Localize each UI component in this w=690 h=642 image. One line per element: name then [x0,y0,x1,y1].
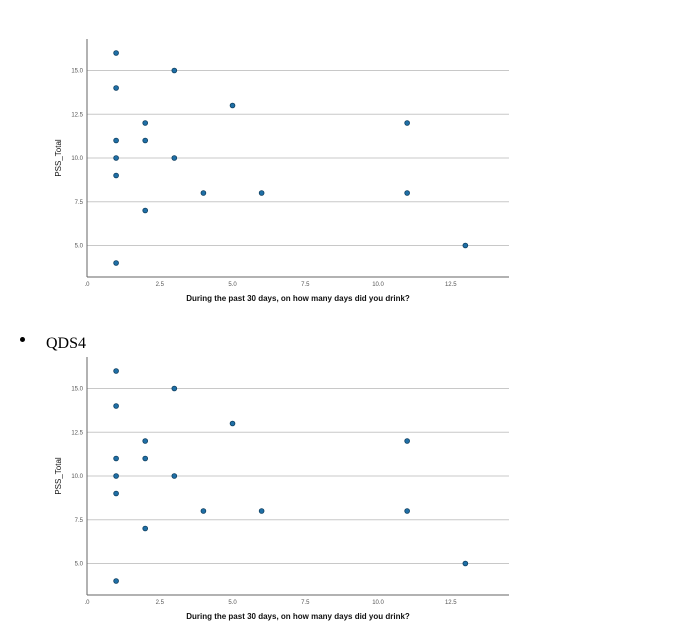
y-tick-label: 5.0 [75,244,84,250]
x-tick-label: 2.5 [156,600,165,606]
scatter-point [258,190,265,196]
scatter-point [113,50,119,56]
scatter-point [404,190,410,196]
scatter-point [171,473,178,479]
scatter-point [229,102,236,109]
scatter-point [171,385,178,392]
scatter-point [113,403,119,409]
y-tick-label: 7.5 [75,518,84,524]
y-tick-label: 12.5 [71,112,83,118]
x-tick-label: 7.5 [301,282,310,288]
x-tick-label: .0 [84,600,90,606]
scatter-point [113,490,119,497]
section-label: QDS4 [46,335,87,352]
scatter-point [142,120,149,126]
x-tick-label: 12.5 [445,282,457,288]
y-tick-label: 5.0 [75,562,84,568]
x-tick-label: 10.0 [372,600,384,606]
x-tick-label: 2.5 [156,282,165,288]
x-tick-label: .0 [84,282,90,288]
scatter-point [258,508,265,514]
scatter-point [113,473,119,479]
scatter-point [142,137,149,144]
scatter-point [404,438,410,444]
scatter-point [113,137,119,144]
scatter-point [113,172,119,179]
scatter-point [113,368,119,374]
scatter-point [113,260,119,266]
y-tick-label: 10.0 [71,474,83,480]
y-tick-label: 7.5 [75,200,84,206]
x-tick-label: 10.0 [372,282,384,288]
scatter-point [404,120,410,126]
scatter-point [462,560,469,567]
x-tick-label: 5.0 [228,282,237,288]
scatter-point [171,67,178,74]
scatter-point [462,242,469,249]
y-tick-label: 10.0 [71,156,83,162]
scatter-point [113,578,119,584]
scatter-point [404,508,410,514]
scatter-point [113,85,119,91]
scatter-point [142,207,149,214]
scatter-point [113,455,119,462]
x-axis-title: During the past 30 days, on how many day… [186,294,410,303]
scatter-point [142,438,149,444]
scatter-chart-1: 5.0 7.5 10.0 12.5 15.0 .0 2.5 5.0 7.5 10.0 12.5 Dur… [54,39,509,303]
x-tick-label: 12.5 [445,600,457,606]
bullet-icon [20,337,25,342]
x-axis-title: During the past 30 days, on how many day… [186,612,410,621]
scatter-point [200,508,207,514]
scatter-point [229,420,236,427]
scatter-point [113,155,119,161]
x-tick-label: 5.0 [228,600,237,606]
scatter-point [142,455,149,462]
y-axis-title: PSS_Total [54,457,63,495]
scatter-chart-2: 5.0 7.5 10.0 12.5 15.0 .0 2.5 5.0 7.5 10.0 12.5 Dur… [54,357,509,621]
y-axis-title: PSS_Total [54,139,63,177]
y-tick-label: 12.5 [71,430,83,436]
y-tick-label: 15.0 [71,387,83,393]
y-tick-label: 15.0 [71,69,83,75]
scatter-point [171,155,178,161]
x-tick-label: 7.5 [301,600,310,606]
scatter-point [142,525,149,532]
scatter-point [200,190,207,196]
